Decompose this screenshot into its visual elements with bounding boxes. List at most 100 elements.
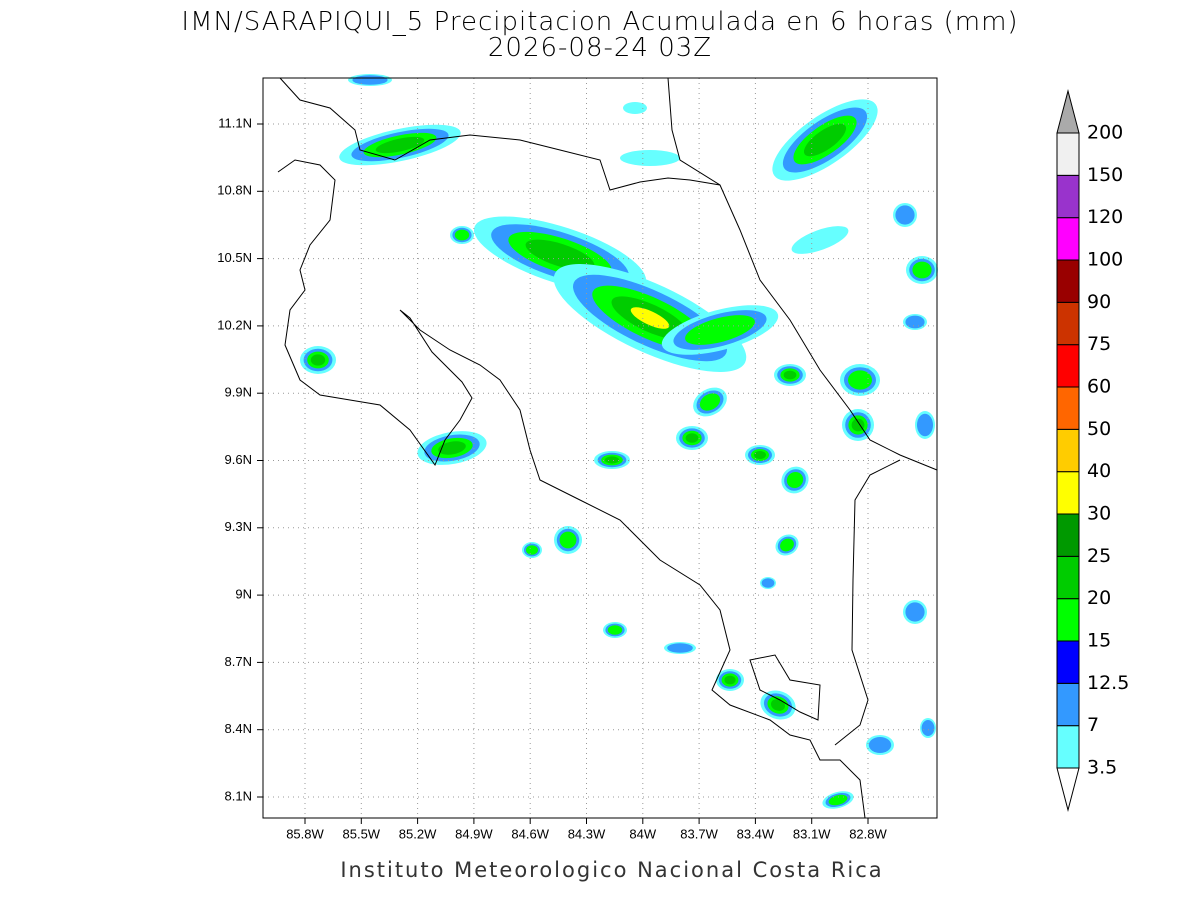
x-tick-label: 84.9W <box>455 826 493 841</box>
colorbar-box <box>1056 640 1080 684</box>
precip-contour <box>559 531 577 549</box>
x-tick-label: 85.5W <box>343 826 381 841</box>
precip-contour <box>630 307 670 329</box>
x-tick-label: 84W <box>629 826 656 841</box>
y-tick-label: 8.1N <box>225 788 252 803</box>
colorbar-label: 7 <box>1087 714 1099 736</box>
colorbar-box <box>1056 682 1080 727</box>
precip-contour <box>754 451 766 459</box>
precip-contour <box>526 545 538 555</box>
grid <box>263 78 937 818</box>
colorbar-box <box>1056 725 1080 769</box>
title: IMN/SARAPIQUI_5 Precipitacion Acumulada … <box>181 7 1018 37</box>
y-tick-label: 10.2N <box>217 317 252 332</box>
colorbar-label: 75 <box>1087 333 1111 355</box>
precip-contour <box>667 643 693 653</box>
precip-contour <box>685 315 755 345</box>
precip-contour <box>783 370 797 380</box>
precip-contour <box>761 578 775 588</box>
precip-contour <box>623 102 647 114</box>
colorbar-label: 25 <box>1087 545 1111 567</box>
x-tick-label: 83.1W <box>793 826 831 841</box>
precip-contour <box>724 675 736 685</box>
colorbar-box <box>1056 555 1080 600</box>
colorbar-label: 3.5 <box>1087 757 1117 779</box>
precip-contour <box>868 737 892 753</box>
x-tick-label: 83.7W <box>680 826 718 841</box>
colorbar-box <box>1056 344 1080 388</box>
precip-contour <box>525 239 595 271</box>
precip-contour <box>905 602 925 622</box>
precip-contour <box>803 123 847 157</box>
precip-contour <box>438 441 466 455</box>
colorbar-box <box>1056 428 1080 473</box>
precip-contour <box>905 315 925 329</box>
precip-contour <box>620 150 680 166</box>
colorbar-label: 200 <box>1087 122 1123 144</box>
precip-contour <box>699 393 721 411</box>
colorbar-box <box>1056 174 1080 219</box>
precipitation-field <box>300 74 938 809</box>
subtitle: 2026-08-24 03Z <box>488 33 712 63</box>
plot-frame <box>262 77 938 819</box>
y-tick-label: 9.3N <box>225 519 252 534</box>
precip-contour <box>375 136 425 154</box>
x-tick-label: 84.6W <box>511 826 549 841</box>
precip-contour <box>607 625 623 635</box>
colorbar-under <box>1056 767 1080 812</box>
precip-contour <box>352 75 388 85</box>
precip-contour <box>851 418 865 432</box>
colorbar-box <box>1056 217 1080 261</box>
footer: Instituto Meteorologico Nacional Costa R… <box>340 858 883 882</box>
border-north <box>394 134 721 191</box>
pacific-coast <box>277 159 866 819</box>
colorbar-box <box>1056 132 1080 176</box>
x-tick-label: 83.4W <box>737 826 775 841</box>
colorbar-label: 30 <box>1087 503 1111 525</box>
precip-contour <box>895 205 915 225</box>
colorbar-box <box>1056 386 1080 430</box>
colorbar-label: 100 <box>1087 249 1123 271</box>
y-tick-label: 9N <box>235 587 252 602</box>
colorbar-label: 60 <box>1087 376 1111 398</box>
colorbar-label: 150 <box>1087 164 1123 186</box>
precip-contour <box>454 229 470 241</box>
y-tick-label: 8.7N <box>225 654 252 669</box>
border-panama <box>834 459 901 746</box>
precip-contour <box>310 354 326 366</box>
colorbar-box <box>1056 598 1080 642</box>
colorbar-label: 15 <box>1087 630 1111 652</box>
x-tick-label: 82.8W <box>849 826 887 841</box>
colorbar-label: 50 <box>1087 418 1111 440</box>
x-tick-label: 84.3W <box>568 826 606 841</box>
precip-contour <box>917 413 933 437</box>
lake-shore <box>279 77 396 161</box>
precip-contour <box>848 370 872 390</box>
precip-contour <box>780 538 794 552</box>
colorbar: 3.5 7 12.5 15 20 25 30 40 50 60 75 90 100 120 150 200 <box>1056 89 1129 812</box>
colorbar-box <box>1056 259 1080 303</box>
y-tick-label: 8.4N <box>225 721 252 736</box>
coastlines <box>277 77 938 819</box>
colorbar-label: 20 <box>1087 587 1111 609</box>
colorbar-over <box>1056 89 1080 134</box>
colorbar-box <box>1056 471 1080 515</box>
y-tick-label: 9.6N <box>225 452 252 467</box>
colorbar-box <box>1056 301 1080 346</box>
y-tick-label: 9.9N <box>225 385 252 400</box>
axis-labels: 85.8W 85.5W 85.2W 84.9W 84.6W 84.3W 84W 83.7W 83… <box>217 115 887 841</box>
colorbar-box <box>1056 513 1080 557</box>
precip-contour <box>921 720 935 736</box>
colorbar-label: 12.5 <box>1087 672 1129 694</box>
colorbar-label: 90 <box>1087 291 1111 313</box>
caribbean-coast <box>667 77 938 471</box>
precip-contour <box>912 261 932 279</box>
precip-contour <box>770 699 786 711</box>
precip-contour <box>791 226 849 254</box>
x-tick-label: 85.8W <box>286 826 324 841</box>
y-tick-label: 10.8N <box>217 183 252 198</box>
peninsula <box>749 654 821 721</box>
y-tick-label: 11.1N <box>218 115 252 130</box>
